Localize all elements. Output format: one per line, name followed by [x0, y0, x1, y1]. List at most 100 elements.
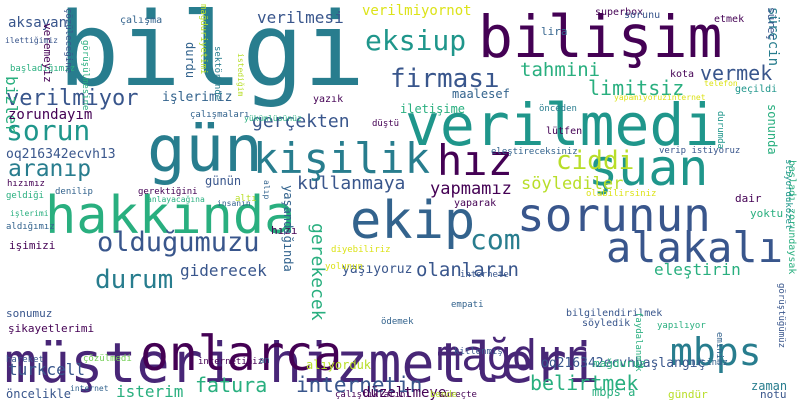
- cloud-word-verilmiyornot: verilmiyornot: [362, 3, 472, 19]
- cloud-word-oncelikle: öncelikle: [6, 387, 72, 400]
- cloud-word-istedigim: istediğim: [236, 53, 245, 97]
- cloud-word-kota: kota: [670, 69, 695, 80]
- cloud-word-yapamiyoruzinternet: yapamıyoruzinternet: [614, 93, 706, 102]
- cloud-word-aksayan: aksayan: [8, 15, 68, 31]
- cloud-word-belirtmek: belirtmek: [530, 371, 639, 395]
- cloud-word-verip-istiyoruz: verip istiyoruz: [659, 146, 741, 156]
- cloud-word-dustu: düştü: [372, 119, 400, 129]
- cloud-word-bilgilendirilmek: bilgilendirilmek: [566, 308, 663, 319]
- cloud-word-yasiyoruz: yaşıyoruz: [342, 262, 413, 277]
- cloud-word-limitsiz: limitsiz: [588, 76, 685, 100]
- cloud-word-musteri-hizmetleri: müşteri hizmetleri: [4, 331, 601, 395]
- cloud-word-bizler: bizler: [2, 76, 21, 134]
- cloud-word-telefon: telefon: [704, 79, 738, 88]
- cloud-word-elestirin: eleştirin: [654, 260, 741, 279]
- cloud-word-olanlarin: olanların: [416, 259, 519, 281]
- cloud-word-firmasi: firması: [390, 64, 500, 94]
- cloud-word-verilmedi: verilmedi: [405, 91, 720, 159]
- cloud-word-islerimi: işlerimi: [10, 209, 49, 218]
- cloud-word-bilgi: bilgi: [58, 0, 366, 110]
- cloud-word-suan: şuan: [588, 139, 709, 197]
- cloud-word-kitlenmis: kitlenmiş: [454, 347, 503, 357]
- cloud-word-soylediler: söylediler: [521, 174, 624, 194]
- cloud-word-magduriyetimi: mağduriyetimi: [198, 4, 208, 75]
- cloud-word-magduruz: mağduruz: [593, 357, 646, 370]
- cloud-word-yolunun: yolunun: [325, 262, 363, 272]
- cloud-word-geldigi: geldiği: [6, 191, 44, 201]
- cloud-word-surec: süreç: [765, 7, 778, 41]
- cloud-word-verilmiyor: verilmiyor: [6, 86, 139, 111]
- cloud-word-durum: durum: [95, 265, 174, 295]
- cloud-word-gerekecek: gerekecek: [307, 223, 328, 321]
- cloud-word-oq216342ecvhbaslangic: oq216342ecvhbaşlangıç: [541, 356, 706, 371]
- cloud-word-yukumlusunuz: yükümlüsünüz: [244, 114, 302, 123]
- cloud-word-durdu: durdu: [183, 42, 197, 79]
- cloud-word-cozulmedi: çözülmedi: [83, 354, 132, 364]
- cloud-word-basladi-zorundaysak: başladı zorundaysak: [786, 160, 797, 275]
- cloud-word-anlayacagina: anlayacağına: [147, 195, 205, 204]
- cloud-word-oq216342ecvh13: oq216342ecvh13: [6, 147, 116, 162]
- cloud-word-eminim: eminim: [714, 332, 724, 365]
- cloud-word-mbps-a: mbps'a: [592, 385, 636, 399]
- cloud-word-com: com: [470, 223, 521, 256]
- cloud-word-internetimiz: internetimiz: [198, 357, 264, 367]
- cloud-word-islerimiz: işlerimiz: [162, 90, 233, 105]
- cloud-word-sorunun: sorunun: [517, 188, 711, 242]
- cloud-word-ilettigimiz: ilettiğimiz: [5, 36, 58, 45]
- cloud-word-ekip: ekip: [350, 191, 476, 251]
- cloud-word-yaparak: yaparak: [454, 198, 497, 209]
- cloud-word-oldugumuzu: olduğumuzu: [97, 227, 260, 258]
- cloud-word-empati: empati: [451, 300, 484, 310]
- cloud-word-turkcell: turkcell: [8, 360, 86, 379]
- cloud-word-insanin: insanın: [217, 199, 251, 208]
- cloud-word-maalesef: maalesef: [452, 87, 510, 101]
- cloud-word-sorun: sorun: [6, 114, 91, 147]
- cloud-word-onlarca: onlarca: [140, 326, 343, 382]
- cloud-word-gercekten: gerçekten: [252, 111, 350, 132]
- cloud-word-mbps: mbps: [670, 330, 762, 374]
- cloud-word-gecildi: geçildi: [735, 84, 778, 95]
- cloud-word-sikayetlerimi: şikayetlerimi: [8, 322, 95, 335]
- cloud-word-lutfen: lütfen: [546, 126, 583, 137]
- cloud-word-yasandiginda: yaşandığında: [281, 185, 295, 272]
- cloud-word-an: an: [259, 356, 270, 366]
- cloud-word-calistiklarini: çalıştıklarını: [335, 390, 411, 400]
- cloud-word-vermek: vermek: [700, 61, 773, 85]
- cloud-word-gundur: gündür: [668, 388, 708, 400]
- cloud-word-alip: alıp: [262, 180, 271, 200]
- cloud-word-faydalanmak: faydalanmak: [633, 312, 643, 372]
- cloud-word-yapmamiz: yapmamız: [430, 179, 512, 199]
- cloud-word-magdur: mağdur: [436, 331, 588, 380]
- cloud-word-sliyordukozet: sliyorduközet: [783, 159, 793, 230]
- cloud-word-aldigimiz: aldığımız: [6, 222, 55, 232]
- cloud-word-misiniz: misiniz: [690, 358, 728, 368]
- cloud-word-cozulecegine: çözüleceğine: [63, 8, 73, 74]
- cloud-word-gun: gün: [147, 113, 263, 187]
- cloud-word-basladigimiz: başladığımız: [10, 64, 76, 74]
- cloud-word-gorusulmesine: görüşülmesine: [80, 40, 90, 111]
- cloud-word-diyebiliriz: diyebiliriz: [331, 245, 391, 255]
- cloud-word-verilmesi: verilmesi: [257, 8, 344, 27]
- cloud-word-dair: dair: [735, 192, 762, 205]
- cloud-word-notu: notu: [760, 388, 787, 400]
- cloud-word-ciddi: ciddi: [556, 146, 635, 176]
- cloud-word-denilip: denilip: [55, 187, 93, 197]
- cloud-word-alti: altı: [235, 194, 257, 204]
- cloud-word-gerektigini: gerektiğini: [138, 187, 198, 197]
- cloud-word-yapiliyor: yapılıyor: [657, 321, 706, 331]
- cloud-word-hakkinda: hakkında: [45, 186, 296, 246]
- cloud-word-olabilirsiniz: olabilirsiniz: [586, 189, 657, 199]
- cloud-word-zorundayim: zorundayım: [8, 107, 93, 123]
- cloud-word-soyledik: söyledik: [582, 318, 631, 329]
- cloud-word-gunun: günün: [205, 174, 242, 188]
- cloud-word-internetin: internetin: [296, 373, 423, 397]
- cloud-word-internete: internete: [460, 270, 509, 280]
- cloud-word-eksiup: eksiup: [365, 24, 467, 57]
- cloud-word-hiz: hız: [437, 136, 513, 185]
- cloud-word-gorustugumuz: görüştüğümüz: [776, 283, 786, 349]
- cloud-word-veremeyiz: veremeyiz: [41, 23, 54, 83]
- cloud-word-hareket: hareket: [6, 355, 44, 365]
- cloud-word-fatura: fatura: [195, 373, 268, 397]
- cloud-word-yoktu: yoktu: [750, 207, 784, 220]
